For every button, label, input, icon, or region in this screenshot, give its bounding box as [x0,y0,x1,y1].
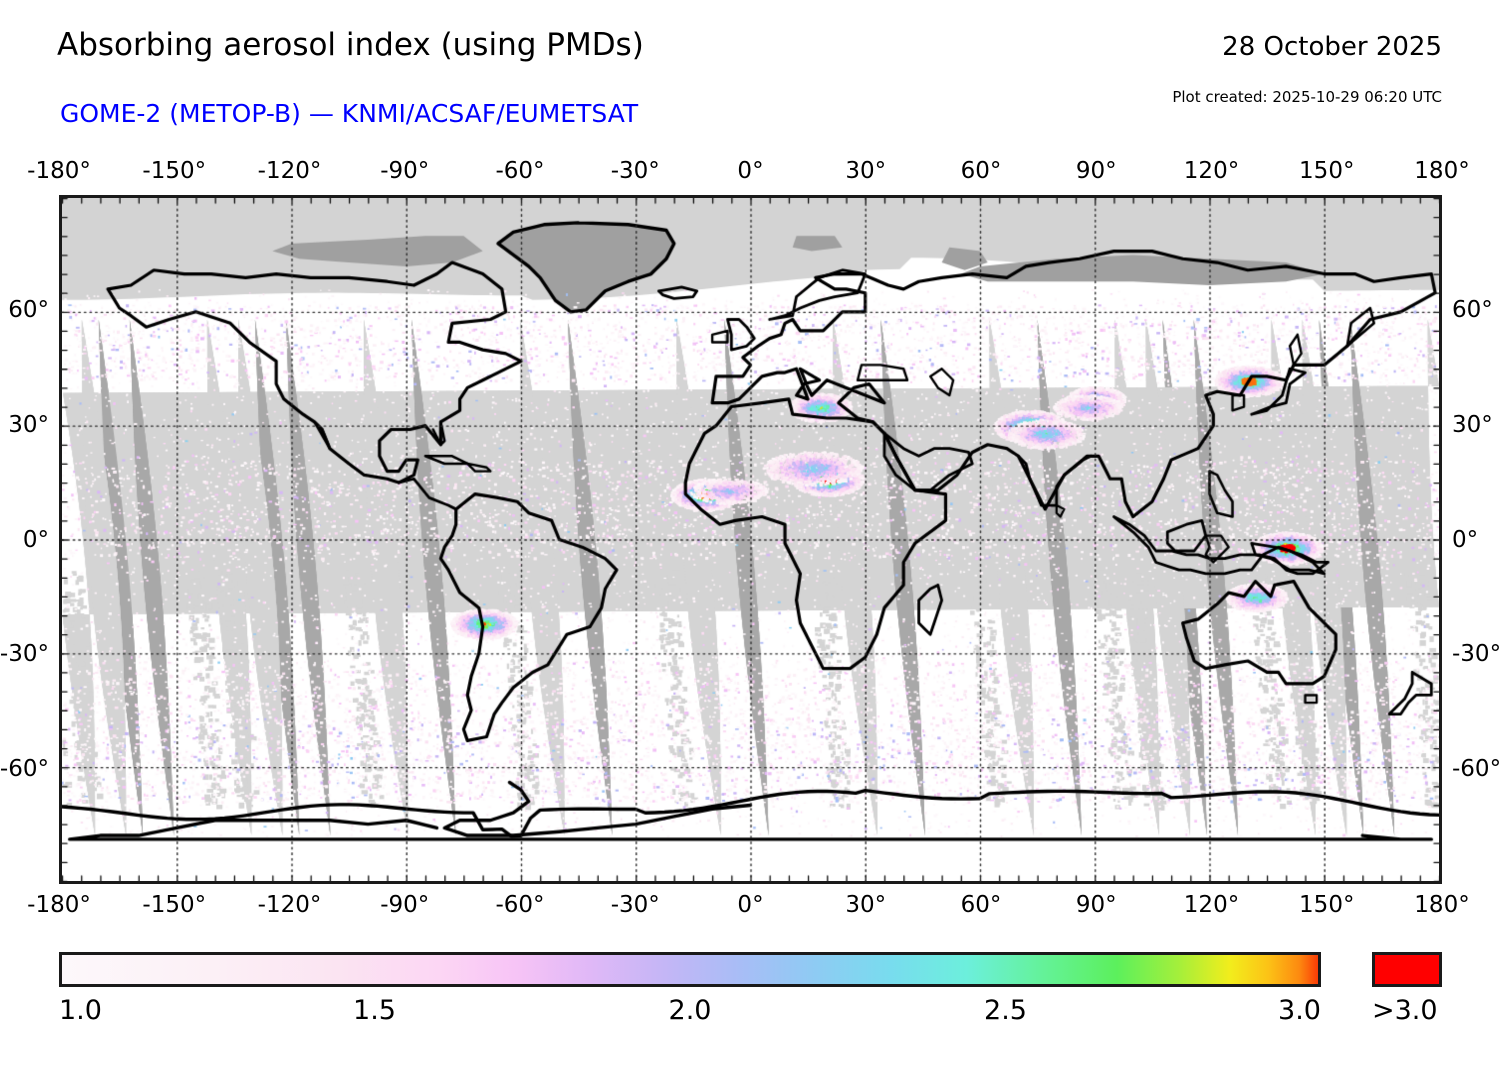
colorbar-tick-1.5: 1.5 [353,995,396,1026]
lon-tick-top--60deg: -60° [495,158,545,184]
colorbar-tick-3.0: 3.0 [1278,995,1321,1026]
lon-tick-top--120deg: -120° [257,158,322,184]
colorbar-gradient [62,955,1318,984]
lat-tick-left-0deg: 0° [22,526,49,553]
lon-tick-top-90deg: 90° [1075,158,1117,184]
lat-tick-left--60deg: -60° [0,756,49,783]
aerosol-index-map-canvas [62,198,1439,881]
lat-tick-right--30deg: -30° [1452,641,1500,668]
colorbar-tick-2.0: 2.0 [668,995,712,1026]
lon-tick-bottom-30deg: 30° [845,892,887,918]
lon-tick-top--30deg: -30° [610,158,660,184]
lon-tick-bottom-180deg: 180° [1414,892,1470,918]
lon-tick-top-180deg: 180° [1414,158,1470,184]
lon-tick-bottom--150deg: -150° [142,892,207,918]
map-plot-area [59,195,1442,884]
lat-tick-right-30deg: 30° [1452,411,1493,438]
lon-tick-bottom--30deg: -30° [610,892,660,918]
lon-tick-bottom--60deg: -60° [495,892,545,918]
lon-tick-top-120deg: 120° [1183,158,1240,184]
colorbar-overflow-fill [1375,955,1439,984]
lon-tick-top--150deg: -150° [142,158,207,184]
observation-date: 28 October 2025 [1222,32,1442,62]
instrument-subtitle: GOME-2 (METOP-B) — KNMI/ACSAF/EUMETSAT [60,99,639,128]
lon-tick-top-150deg: 150° [1299,158,1355,184]
lon-tick-bottom--180deg: -180° [27,892,91,918]
colorbar-tick-1.0: 1.0 [59,995,102,1026]
lat-tick-right-0deg: 0° [1452,526,1479,553]
lon-tick-bottom-60deg: 60° [960,892,1002,918]
page-title: Absorbing aerosol index (using PMDs) [57,27,644,63]
plot-created-timestamp: Plot created: 2025-10-29 06:20 UTC [1172,88,1442,106]
lon-tick-top--180deg: -180° [27,158,91,184]
lat-tick-left-60deg: 60° [8,296,49,323]
colorbar [59,952,1321,987]
lat-tick-right-60deg: 60° [1452,296,1493,323]
lon-tick-bottom-0deg: 0° [737,892,764,918]
lon-tick-bottom--90deg: -90° [380,892,430,918]
lon-tick-bottom-150deg: 150° [1299,892,1355,918]
lon-tick-top-30deg: 30° [845,158,887,184]
lon-tick-bottom-90deg: 90° [1075,892,1117,918]
lat-tick-right--60deg: -60° [1452,756,1500,783]
lon-tick-bottom-120deg: 120° [1183,892,1240,918]
lon-tick-bottom--120deg: -120° [257,892,322,918]
lon-tick-top--90deg: -90° [380,158,430,184]
colorbar-tick-2.5: 2.5 [984,995,1027,1026]
lat-tick-left-30deg: 30° [8,411,49,438]
lat-tick-left--30deg: -30° [0,641,49,668]
lon-tick-top-60deg: 60° [960,158,1002,184]
colorbar-overflow-swatch [1372,952,1442,987]
lon-tick-top-0deg: 0° [737,158,764,184]
colorbar-overflow-label: >3.0 [1372,995,1438,1026]
